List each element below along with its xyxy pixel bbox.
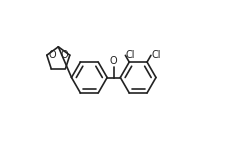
- Text: Cl: Cl: [152, 50, 161, 60]
- Text: O: O: [48, 50, 56, 60]
- Text: O: O: [110, 56, 118, 66]
- Text: O: O: [61, 50, 68, 60]
- Text: Cl: Cl: [126, 50, 135, 60]
